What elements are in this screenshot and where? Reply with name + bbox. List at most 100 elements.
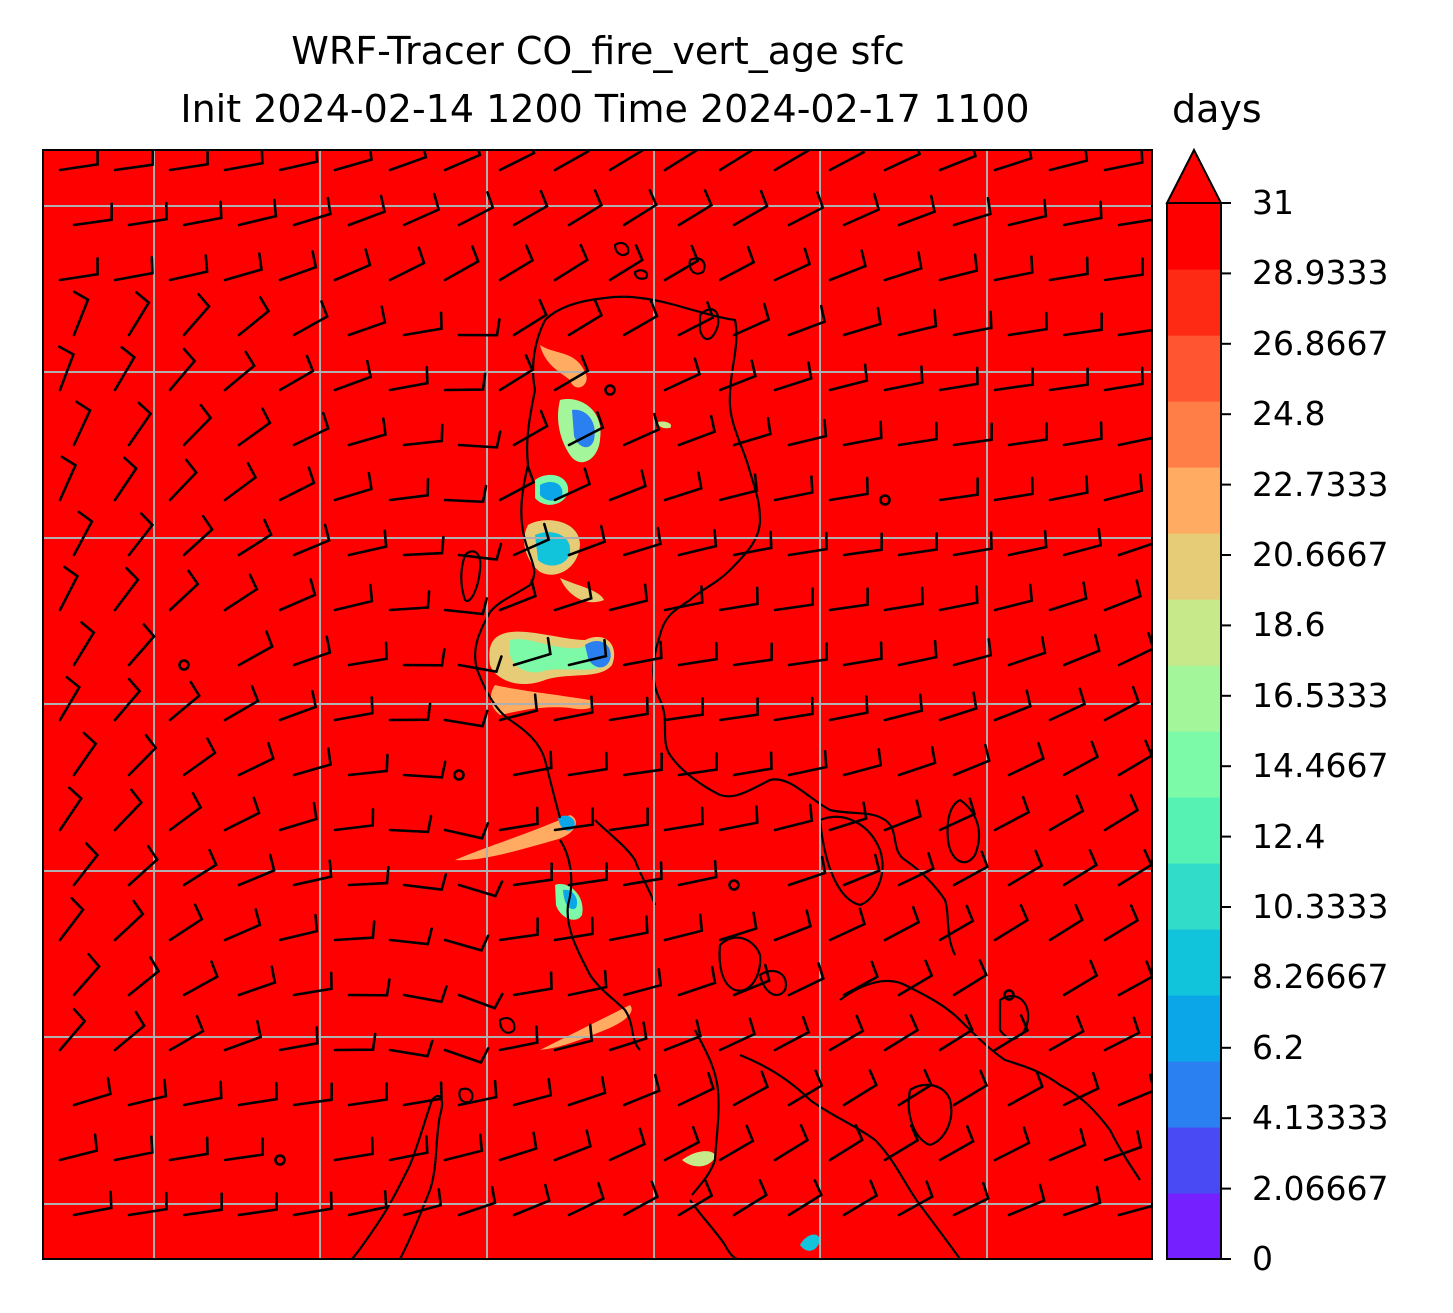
wind-barb xyxy=(828,907,867,942)
wind-barb xyxy=(622,299,659,337)
wind-barb xyxy=(732,530,773,557)
wind-barb xyxy=(443,372,487,392)
wind-barb xyxy=(512,189,549,227)
wind-barb xyxy=(883,1124,920,1162)
wind-barb xyxy=(292,1082,334,1107)
coastline-segment xyxy=(839,980,1141,1181)
wind-barb xyxy=(1007,422,1048,447)
wind-barb xyxy=(113,150,154,172)
wind-barb xyxy=(457,191,495,227)
wind-barb xyxy=(113,345,136,392)
colorbar-level xyxy=(1167,797,1221,864)
wind-barb xyxy=(553,243,589,282)
wind-barb xyxy=(223,150,264,172)
wind-barb xyxy=(787,418,828,447)
coastline-segment xyxy=(559,839,641,1051)
wind-barb xyxy=(677,859,718,887)
wind-barb xyxy=(1048,794,1085,832)
wind-barb xyxy=(278,913,319,942)
wind-barb xyxy=(828,695,869,722)
wind-barb xyxy=(388,150,428,172)
wind-barb xyxy=(732,416,772,447)
wind-barb xyxy=(58,150,99,172)
wind-barb xyxy=(347,529,388,557)
wind-barb xyxy=(237,518,273,557)
wind-barb xyxy=(1117,631,1152,667)
wind-barb xyxy=(663,806,704,832)
wind-barb xyxy=(443,1047,490,1065)
chart-subtitle: Init 2024-02-14 1200 Time 2024-02-17 110… xyxy=(180,87,1030,131)
wind-barb xyxy=(828,249,867,282)
wind-barb xyxy=(168,458,198,502)
wind-barb xyxy=(1048,687,1087,722)
wind-barb xyxy=(127,512,155,557)
wind-barb xyxy=(1117,960,1152,997)
wind-barb xyxy=(718,1017,757,1052)
wind-barb xyxy=(897,532,938,557)
wind-barb xyxy=(663,150,699,172)
wind-barb xyxy=(952,422,994,447)
wind-barb xyxy=(553,467,592,502)
coastline-segment xyxy=(691,1029,720,1196)
wind-barb xyxy=(388,246,426,282)
wind-barb xyxy=(1048,581,1088,612)
wind-barb xyxy=(278,250,318,282)
coastline-segment xyxy=(474,319,562,819)
colorbar-tick-label: 10.3333 xyxy=(1252,887,1389,926)
wind-barb xyxy=(182,292,211,337)
wind-barb xyxy=(828,1014,865,1052)
wind-barb xyxy=(732,302,771,337)
wind-barb xyxy=(498,465,536,502)
wind-barb xyxy=(72,1076,112,1107)
wind-barb xyxy=(1117,218,1152,227)
wind-barb xyxy=(402,192,441,227)
colorbar-tick-label: 20.6667 xyxy=(1252,534,1389,574)
wind-barb xyxy=(567,524,607,557)
wind-barb xyxy=(1007,741,1045,777)
wind-barb xyxy=(952,1069,989,1107)
wind-barb xyxy=(828,150,866,172)
wind-barb xyxy=(498,579,537,612)
wind-barb xyxy=(278,689,318,722)
wind-barb xyxy=(127,1078,168,1107)
wind-barb xyxy=(457,1185,497,1217)
wind-barb xyxy=(223,252,263,282)
wind-barb xyxy=(718,586,759,612)
wind-barb xyxy=(1117,328,1152,337)
wind-barb xyxy=(168,1014,205,1052)
wind-barb xyxy=(1048,903,1084,942)
wind-barb xyxy=(883,586,924,612)
plume-patch xyxy=(682,1151,716,1167)
wind-barb xyxy=(1103,904,1140,942)
wind-barb xyxy=(72,952,101,997)
wind-barb xyxy=(952,637,993,667)
wind-barb xyxy=(443,245,480,282)
wind-barb xyxy=(292,196,332,227)
wind-barb xyxy=(718,697,759,722)
coastline-segment xyxy=(739,1053,961,1259)
wind-barb xyxy=(498,1131,538,1162)
wind-barb xyxy=(938,691,978,722)
wind-barb xyxy=(622,188,658,227)
wind-barb xyxy=(993,689,1032,722)
wind-barb xyxy=(842,306,882,337)
wind-barb xyxy=(622,1073,661,1107)
wind-barb xyxy=(842,532,884,557)
colorbar-level xyxy=(1167,863,1221,930)
wind-barb xyxy=(223,908,262,942)
wind-barb xyxy=(333,920,376,942)
wind-barb xyxy=(883,150,922,172)
colorbar-level xyxy=(1167,665,1221,732)
wind-barb xyxy=(292,971,333,997)
wind-barb xyxy=(182,1080,223,1107)
wind-barb xyxy=(402,423,444,447)
wind-barb xyxy=(333,150,373,172)
wind-barb xyxy=(677,965,717,997)
wind-barb xyxy=(347,1189,388,1217)
wind-barb xyxy=(443,597,489,616)
colorbar-extend-arrow xyxy=(1165,147,1223,204)
wind-barb xyxy=(1048,256,1089,282)
wind-barb xyxy=(787,855,827,887)
wind-barb xyxy=(1103,150,1144,172)
